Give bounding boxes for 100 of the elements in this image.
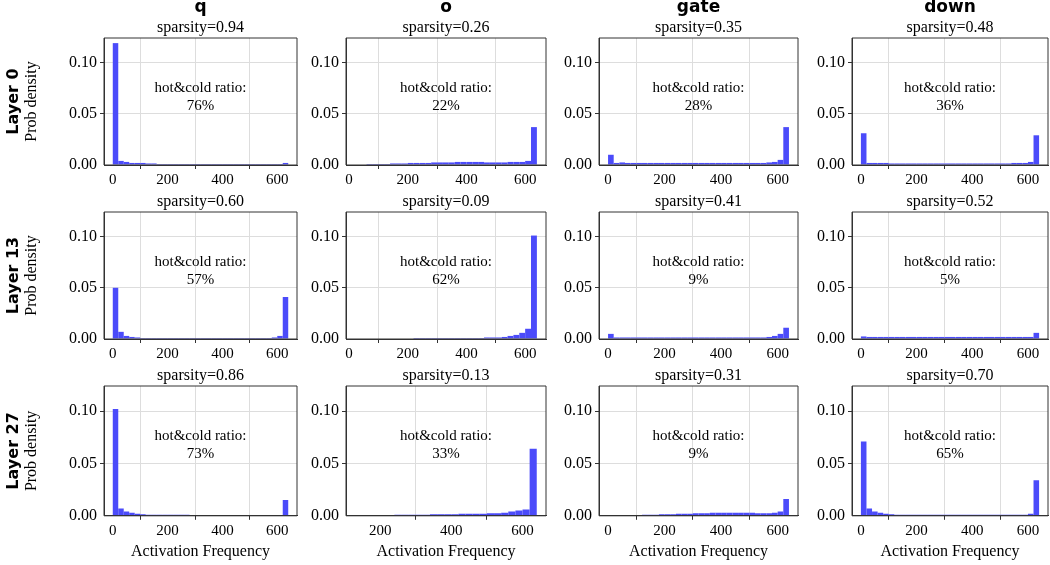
x-tick-label: 400 (709, 521, 733, 538)
y-tick-label: 0.05 (817, 103, 845, 121)
x-tick-label: 600 (266, 344, 289, 361)
chart-subtitle: sparsity=0.60 (157, 192, 244, 211)
x-tick-label: 0 (345, 344, 353, 361)
y-tick-label: 0.00 (69, 155, 97, 173)
y-tick-label: 0.10 (311, 226, 339, 244)
y-tick-label: 0.05 (817, 453, 845, 471)
y-tick-label: 0.00 (817, 506, 845, 523)
x-tick-label: 200 (653, 344, 676, 361)
y-tick-label: 0.05 (564, 103, 592, 121)
chart-subtitle: sparsity=0.13 (402, 366, 490, 385)
y-tick-label: 0.10 (564, 226, 592, 244)
y-tick-label: 0.10 (817, 52, 845, 70)
annotation: hot&cold ratio: 33% (399, 426, 493, 461)
y-tick-label: 0.05 (817, 277, 845, 295)
x-tick-label: 400 (709, 344, 733, 361)
x-tick-label: 600 (266, 521, 289, 538)
chart-subtitle: sparsity=0.86 (157, 366, 244, 385)
x-tick-label: 400 (455, 170, 478, 187)
x-tick-label: 400 (211, 344, 234, 361)
y-tick-label: 0.00 (564, 155, 592, 173)
chart-subtitle: sparsity=0.52 (906, 192, 994, 211)
x-tick-label: 600 (513, 344, 537, 361)
y-tick-label: 0.00 (564, 329, 592, 347)
annotation: hot&cold ratio: 73% (154, 426, 247, 461)
x-tick-label: 400 (961, 344, 984, 361)
x-tick-label: 400 (709, 170, 733, 187)
chart-subtitle: sparsity=0.48 (906, 18, 994, 37)
y-axis-title: Layer 0 Prob density (3, 61, 41, 142)
y-tick-label: 0.05 (311, 453, 339, 471)
x-tick-label: 400 (961, 170, 984, 187)
annotation: hot&cold ratio: 57% (154, 252, 247, 287)
x-tick-label: 0 (109, 521, 117, 538)
x-tick-label: 600 (513, 170, 537, 187)
y-tick-label: 0.00 (311, 329, 339, 347)
chart-subtitle: sparsity=0.70 (906, 366, 994, 385)
chart-subtitle: sparsity=0.94 (157, 18, 244, 37)
y-tick-label: 0.05 (564, 453, 592, 471)
y-tick-label: 0.10 (817, 401, 845, 419)
x-tick-label: 200 (156, 344, 179, 361)
y-tick-label: 0.00 (817, 155, 845, 173)
x-tick-label: 0 (857, 344, 865, 361)
chart-subtitle: sparsity=0.41 (655, 192, 742, 211)
y-tick-label: 0.05 (69, 453, 97, 471)
y-tick-label: 0.05 (311, 103, 339, 121)
annotation: hot&cold ratio: 9% (652, 426, 745, 461)
annotation: hot&cold ratio: 9% (652, 252, 745, 287)
chart-title: gate (676, 0, 721, 17)
chart-title: o (440, 0, 452, 17)
x-tick-label: 600 (1016, 521, 1040, 538)
x-tick-label: 0 (857, 521, 865, 538)
x-tick-label: 600 (766, 521, 789, 538)
x-tick-label: 200 (905, 521, 928, 538)
y-tick-label: 0.10 (69, 401, 97, 419)
x-tick-label: 200 (156, 521, 179, 538)
x-tick-label: 200 (905, 344, 928, 361)
chart-title: down (924, 0, 976, 17)
y-tick-label: 0.00 (311, 155, 339, 173)
x-tick-label: 0 (109, 344, 117, 361)
chart-title: q (194, 0, 207, 17)
chart-subtitle: sparsity=0.35 (655, 18, 742, 37)
x-tick-label: 0 (345, 170, 353, 187)
x-tick-label: 200 (396, 344, 419, 361)
x-axis-title: Activation Frequency (880, 541, 1020, 560)
x-tick-label: 200 (653, 170, 676, 187)
annotation: hot&cold ratio: 76% (154, 78, 247, 113)
x-tick-label: 200 (368, 521, 392, 538)
x-tick-label: 200 (396, 170, 419, 187)
y-tick-label: 0.00 (69, 506, 97, 523)
y-tick-label: 0.05 (69, 103, 97, 121)
y-tick-label: 0.10 (564, 52, 592, 70)
chart-subtitle: sparsity=0.31 (655, 366, 742, 385)
y-tick-label: 0.05 (311, 277, 339, 295)
y-tick-label: 0.10 (311, 52, 339, 70)
chart-subtitle: sparsity=0.09 (402, 192, 490, 211)
x-tick-label: 200 (653, 521, 676, 538)
annotation: hot&cold ratio: 28% (652, 78, 745, 113)
x-tick-label: 400 (961, 521, 984, 538)
x-tick-label: 200 (156, 170, 179, 187)
x-tick-label: 200 (905, 170, 928, 187)
annotation: hot&cold ratio: 65% (903, 426, 997, 461)
annotation: hot&cold ratio: 5% (903, 252, 997, 287)
x-axis-title: Activation Frequency (628, 541, 769, 560)
y-axis-title: Layer 27 Prob density (3, 410, 41, 492)
y-tick-label: 0.10 (69, 226, 97, 244)
x-tick-label: 600 (266, 170, 289, 187)
y-tick-label: 0.00 (817, 329, 845, 347)
chart-subtitle: sparsity=0.26 (402, 18, 490, 37)
x-tick-label: 400 (211, 521, 234, 538)
x-axis-title: Activation Frequency (130, 541, 271, 560)
annotation: hot&cold ratio: 36% (903, 78, 997, 113)
x-tick-label: 600 (511, 521, 534, 538)
x-tick-label: 600 (1016, 170, 1040, 187)
x-tick-label: 600 (766, 170, 789, 187)
y-tick-label: 0.05 (564, 277, 592, 295)
y-tick-label: 0.10 (311, 401, 339, 419)
y-tick-label: 0.10 (69, 52, 97, 70)
annotation: hot&cold ratio: 62% (399, 252, 493, 287)
x-tick-label: 400 (440, 521, 463, 538)
